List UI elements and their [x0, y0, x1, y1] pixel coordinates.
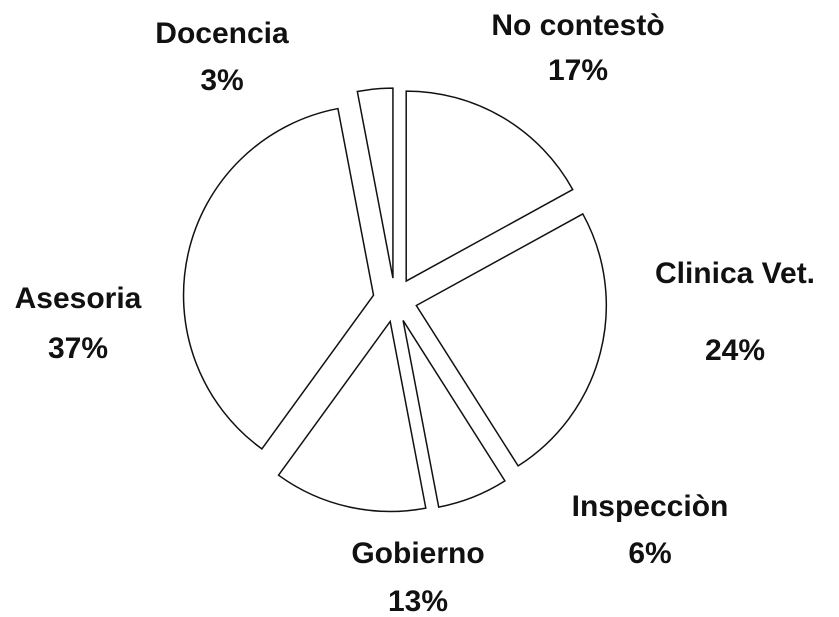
slice-label: Inspecciòn: [572, 490, 729, 523]
slice-label: Asesoria: [15, 282, 142, 315]
slice-label: Gobierno: [351, 537, 484, 570]
pie-slice: [415, 212, 608, 467]
slice-label: No contestò: [491, 9, 664, 42]
value-label: 37%: [48, 332, 108, 365]
value-label: 13%: [388, 585, 448, 617]
value-label: 3%: [200, 64, 243, 97]
pie-slice: [402, 320, 506, 508]
pie-slice: [182, 107, 375, 450]
pie-slice: [277, 319, 427, 513]
slice-label: Clinica Vet.: [655, 257, 815, 290]
pie-slice: [405, 90, 574, 283]
pie-slice: [356, 87, 394, 279]
slice-label: Docencia: [155, 17, 289, 50]
value-label: 6%: [628, 537, 671, 570]
value-label: 24%: [705, 334, 765, 367]
value-label: 17%: [548, 54, 608, 87]
